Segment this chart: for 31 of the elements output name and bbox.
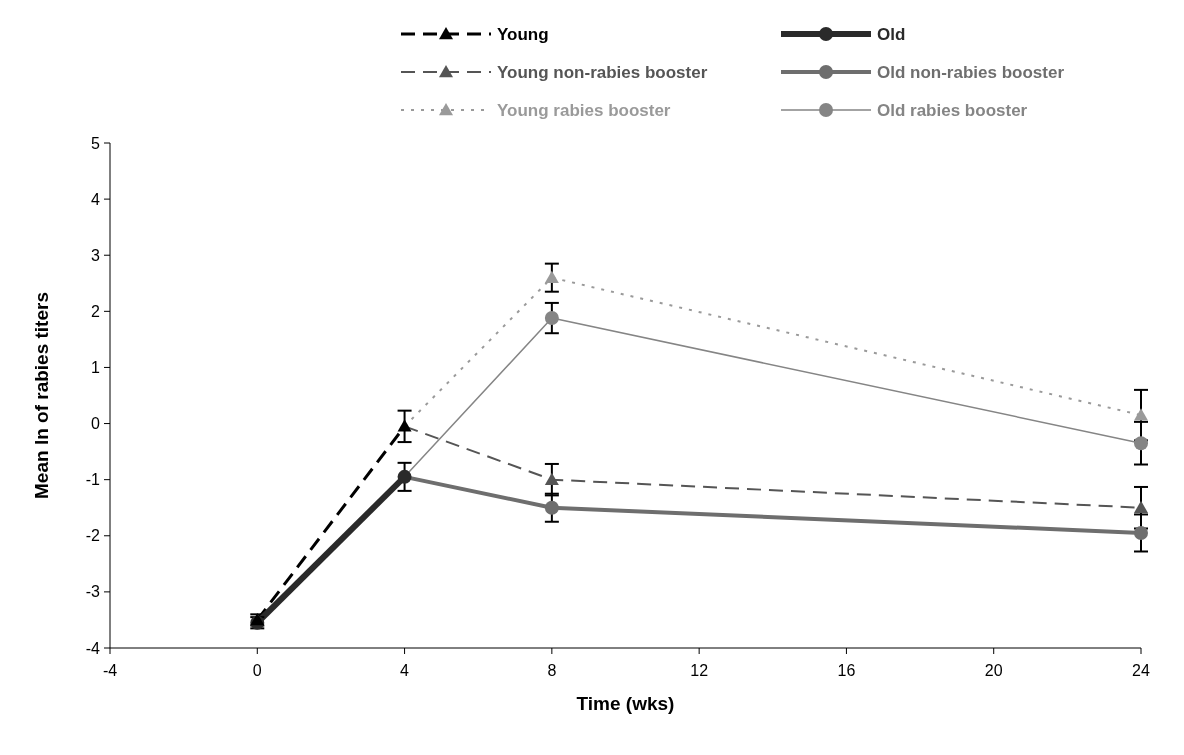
x-tick-label: -4 — [102, 662, 118, 679]
y-tick-label: 4 — [91, 190, 101, 208]
y-tick-label: -2 — [85, 527, 101, 545]
x-tick-label: 8 — [547, 662, 557, 679]
y-tick-label: -4 — [85, 639, 101, 657]
x-tick-label: 20 — [984, 662, 1003, 679]
point — [544, 500, 559, 515]
y-tick-label: -3 — [85, 583, 101, 601]
text: Old non-rabies booster — [877, 62, 1065, 82]
point — [1134, 436, 1148, 451]
x-tick-label: 24 — [1132, 662, 1150, 679]
text: Young rabies booster — [497, 100, 671, 120]
y-tick-label: -1 — [85, 471, 101, 489]
x-tick-label: 0 — [252, 662, 262, 679]
y-tick-label: 5 — [91, 134, 101, 152]
y-tick-label: 2 — [91, 302, 101, 320]
y-tick-label: 0 — [91, 415, 101, 433]
y-tick-label: 3 — [91, 246, 101, 264]
y-axis-title: Mean ln of rabies titers — [31, 292, 52, 499]
text: Old rabies booster — [877, 100, 1028, 120]
x-axis-title: Time (wks) — [576, 693, 675, 714]
text: Young non-rabies booster — [497, 62, 708, 82]
point — [397, 469, 412, 484]
point — [544, 311, 559, 326]
text: Old — [877, 24, 906, 44]
text: Young — [497, 24, 549, 44]
x-tick-label: 4 — [400, 662, 410, 679]
x-tick-label: 12 — [690, 662, 709, 679]
y-tick-label: 1 — [91, 359, 101, 377]
x-tick-label: 16 — [837, 662, 856, 679]
point — [1134, 525, 1148, 540]
